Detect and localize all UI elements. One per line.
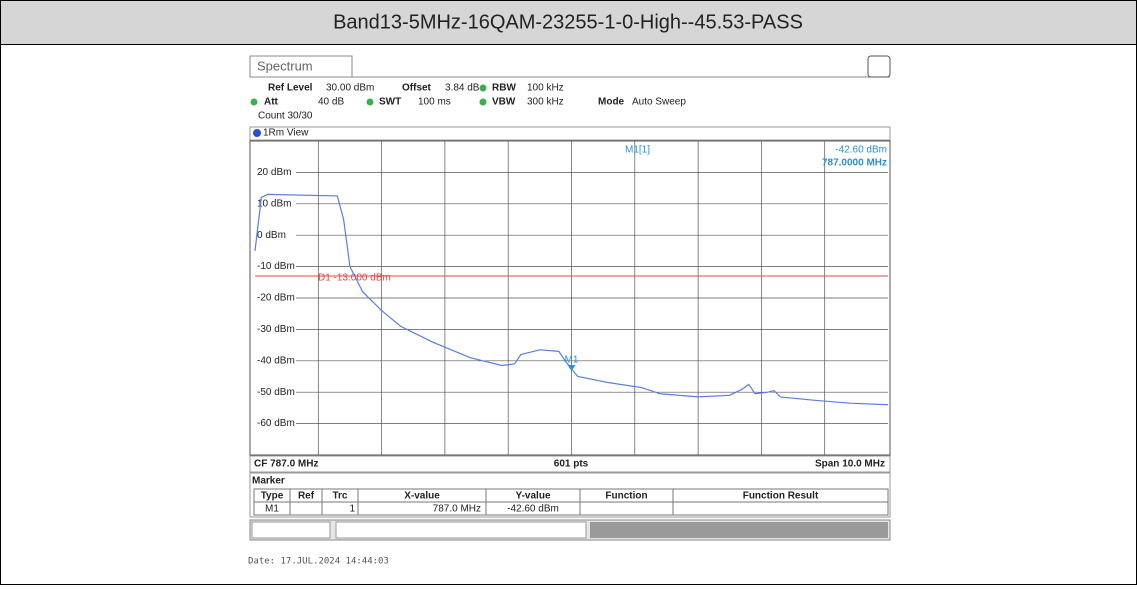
readout-level: -42.60 dBm — [835, 145, 887, 156]
col-header: Function — [605, 491, 647, 502]
col-header: Function Result — [743, 491, 819, 502]
setting-label: Mode — [598, 97, 625, 108]
status-dot — [250, 98, 258, 106]
col-header: X-value — [404, 491, 440, 502]
header-row — [0, 0, 1137, 45]
col-header: Trc — [332, 491, 347, 502]
setting-value: 40 dB — [318, 97, 344, 108]
marker-label: M1 — [565, 355, 579, 366]
setting-label: VBW — [492, 97, 516, 108]
y-tick-label: 20 dBm — [257, 167, 291, 178]
status-dot — [366, 98, 374, 106]
y-tick-label: -20 dBm — [257, 293, 295, 304]
marker-title: Marker — [252, 476, 285, 487]
view-dot — [253, 129, 261, 137]
points: 601 pts — [554, 459, 589, 470]
setting-value: 30.00 dBm — [326, 83, 374, 94]
cell: 1 — [349, 504, 355, 515]
setting-label: SWT — [379, 97, 401, 108]
setting-value: 300 kHz — [527, 97, 564, 108]
marker — [567, 364, 576, 371]
cf: CF 787.0 MHz — [254, 459, 318, 470]
y-tick-label: -30 dBm — [257, 324, 295, 335]
header-title: Band13-5MHz-16QAM-23255-1-0-High--45.53-… — [333, 11, 803, 33]
y-tick-label: -40 dBm — [257, 355, 295, 366]
col-header: Y-value — [515, 491, 550, 502]
setting-value: 100 ms — [418, 97, 451, 108]
setting-label: RBW — [492, 83, 516, 94]
status-box — [335, 521, 587, 539]
count: Count 30/30 — [258, 111, 313, 122]
y-tick-label: -60 dBm — [257, 418, 295, 429]
view-bar — [249, 126, 891, 141]
status-box — [251, 521, 331, 539]
y-tick-label: 10 dBm — [257, 198, 291, 209]
status-box — [590, 522, 888, 538]
setting-label: Offset — [402, 83, 432, 94]
icon — [867, 55, 891, 78]
cell: M1 — [265, 504, 279, 515]
setting-value: 3.84 dB — [445, 83, 480, 94]
y-tick-label: -50 dBm — [257, 387, 295, 398]
cell: 787.0 MHz — [433, 504, 481, 515]
tab — [249, 55, 353, 78]
view-label: 1Rm View — [263, 128, 309, 139]
setting-label: Att — [264, 97, 279, 108]
span: Span 10.0 MHz — [815, 459, 885, 470]
cell: -42.60 dBm — [507, 504, 559, 515]
tab-label: Spectrum — [257, 58, 313, 73]
trace — [254, 193, 889, 406]
y-tick-label: -10 dBm — [257, 261, 295, 272]
status-dot — [479, 84, 487, 92]
col-header: Type — [261, 491, 284, 502]
readout-freq: 787.0000 MHz — [822, 158, 887, 169]
readout-name: M1[1] — [625, 145, 650, 156]
footer-bar — [249, 455, 891, 473]
setting-value: 100 kHz — [527, 83, 564, 94]
setting-label: Ref Level — [268, 83, 313, 94]
limit-label: D1 -13.000 dBm — [318, 273, 391, 284]
y-tick-label: 0 dBm — [257, 230, 286, 241]
status-dot — [479, 98, 487, 106]
setting-value: Auto Sweep — [632, 97, 686, 108]
date: Date: 17.JUL.2024 14:44:03 — [248, 557, 389, 567]
col-header: Ref — [298, 491, 315, 502]
